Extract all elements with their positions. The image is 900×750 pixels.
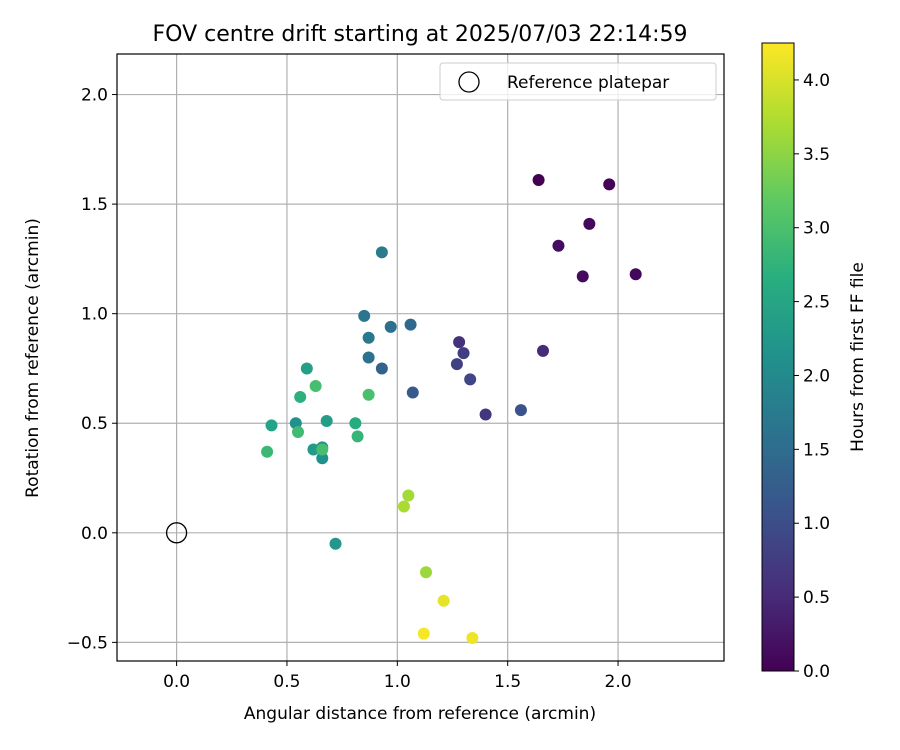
scatter-point <box>532 174 545 187</box>
colorbar-tick-label: 2.5 <box>803 293 830 313</box>
scatter-point <box>457 347 470 360</box>
y-tick-label: 2.0 <box>81 86 108 106</box>
scatter-point <box>375 246 388 259</box>
scatter-point <box>362 351 375 364</box>
scatter-point <box>466 631 479 644</box>
scatter-point <box>514 404 527 417</box>
colorbar: 0.0 0.5 1.0 1.5 2.0 2.5 3.0 3.5 4.0 Hours from f… <box>761 42 868 682</box>
colorbar-tick-label: 3.0 <box>803 219 830 239</box>
scatter-point <box>291 426 304 439</box>
x-tick-label: 1.0 <box>384 672 411 692</box>
scatter-point <box>437 594 450 607</box>
x-tick-label: 0.0 <box>163 672 190 692</box>
colorbar-tick-label: 0.0 <box>803 662 830 682</box>
scatter-point <box>629 268 642 281</box>
scatter-point <box>417 627 430 640</box>
reference-platepar-marker <box>165 522 188 544</box>
scatter-point <box>406 386 419 399</box>
x-tick-label: 0.5 <box>273 672 300 692</box>
colorbar-gradient <box>761 42 795 672</box>
scatter-point <box>479 408 492 421</box>
scatter-point <box>397 500 410 513</box>
y-tick-label: 0.5 <box>81 414 108 434</box>
scatter-point <box>450 358 463 371</box>
scatter-point <box>309 379 322 392</box>
scatter-point <box>537 344 550 357</box>
scatter-point <box>265 419 278 432</box>
scatter-point <box>316 443 329 456</box>
colorbar-tick-label: 2.0 <box>803 366 830 386</box>
colorbar-tick-label: 0.5 <box>803 588 830 608</box>
scatter-point <box>552 239 565 252</box>
scatter-point <box>358 309 371 322</box>
y-tick-label: 1.5 <box>81 195 108 215</box>
y-tick-label: 1.0 <box>81 305 108 325</box>
scatter-point <box>375 362 388 375</box>
scatter-point <box>384 320 397 333</box>
colorbar-ticks: 0.0 0.5 1.0 1.5 2.0 2.5 3.0 3.5 4.0 <box>794 71 830 682</box>
scatter-point <box>583 217 596 230</box>
scatter-point <box>349 417 362 430</box>
y-axis-label: Rotation from reference (arcmin) <box>23 218 43 498</box>
colorbar-tick-label: 1.0 <box>803 514 830 534</box>
scatter-point <box>294 390 307 403</box>
data-points <box>261 174 642 644</box>
colorbar-tick-label: 3.5 <box>803 145 830 165</box>
x-tick-label: 1.5 <box>494 672 521 692</box>
scatter-point <box>453 336 466 349</box>
x-axis-label: Angular distance from reference (arcmin) <box>244 704 596 724</box>
x-gridlines <box>175 54 619 661</box>
y-axis-ticks: −0.5 0.0 0.5 1.0 1.5 2.0 <box>67 86 117 653</box>
scatter-point <box>603 178 616 191</box>
legend-label: Reference platepar <box>507 73 669 93</box>
legend: Reference platepar <box>439 62 717 101</box>
x-axis-ticks: 0.0 0.5 1.0 1.5 2.0 <box>163 661 632 692</box>
scatter-point <box>420 566 433 579</box>
scatter-point <box>320 415 333 428</box>
chart-title: FOV centre drift starting at 2025/07/03 … <box>153 22 688 47</box>
scatter-point <box>329 537 342 550</box>
scatter-point <box>316 452 329 465</box>
colorbar-tick-label: 4.0 <box>803 71 830 91</box>
scatter-point <box>404 318 417 331</box>
scatter-point <box>402 489 415 502</box>
legend-open-circle-marker <box>458 71 480 93</box>
scatter-point <box>362 388 375 401</box>
scatter-point <box>300 362 313 375</box>
scatter-point <box>261 445 274 458</box>
colorbar-label: Hours from first FF file <box>848 262 868 452</box>
colorbar-tick-label: 1.5 <box>803 440 830 460</box>
scatter-point <box>464 373 477 386</box>
x-tick-label: 2.0 <box>605 672 632 692</box>
y-tick-label: 0.0 <box>81 524 108 544</box>
scatter-point <box>351 430 364 443</box>
y-gridlines <box>117 93 724 643</box>
plot-frame <box>116 53 725 662</box>
scatter-point <box>362 331 375 344</box>
y-tick-label: −0.5 <box>67 633 108 653</box>
scatter-point <box>576 270 589 283</box>
legend-box <box>439 62 717 101</box>
reference-layer <box>165 522 188 544</box>
